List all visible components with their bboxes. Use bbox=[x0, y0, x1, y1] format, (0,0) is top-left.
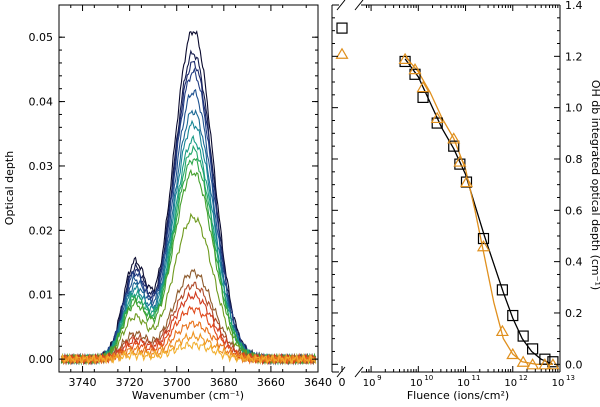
y-tick-label: 0.8 bbox=[565, 153, 583, 166]
x-tick-exponent: 9 bbox=[377, 374, 381, 382]
x-tick-label: 3700 bbox=[163, 376, 191, 389]
triangle-marker bbox=[416, 80, 430, 93]
y-tick-label: 1.4 bbox=[565, 0, 583, 12]
axis-break-mark bbox=[336, 0, 346, 11]
axis-break-mark bbox=[336, 366, 346, 378]
square-marker bbox=[477, 232, 490, 245]
x-tick-label-zero: 0 bbox=[339, 376, 346, 389]
triangle-marker bbox=[453, 155, 467, 167]
x-tick-label: 3740 bbox=[69, 376, 97, 389]
spectra-lines bbox=[60, 30, 317, 366]
left-x-axis-label: Wavenumber (cm⁻¹) bbox=[132, 389, 244, 402]
axis-break-mark bbox=[354, 0, 364, 11]
x-tick-label: 3680 bbox=[210, 376, 238, 389]
right-y-axis-label: OH db integrated optical depth (cm⁻¹) bbox=[589, 80, 600, 290]
spectrum-line bbox=[60, 268, 317, 366]
square-marker bbox=[336, 22, 348, 34]
x-tick-label: 3660 bbox=[257, 376, 285, 389]
square-marker bbox=[527, 343, 539, 355]
y-tick-label: 0.04 bbox=[29, 96, 54, 109]
y-tick-label: 1.0 bbox=[565, 102, 583, 115]
triangle-marker bbox=[476, 240, 491, 252]
triangle-marker bbox=[538, 358, 552, 370]
left-y-ticks: 0.00 0.01 0.02 0.03 0.04 0.05 bbox=[29, 31, 318, 366]
square-marker bbox=[399, 55, 411, 68]
y-tick-label: 1.2 bbox=[565, 50, 583, 63]
x-tick-exponent: 12 bbox=[519, 374, 528, 382]
spectrum-line bbox=[60, 134, 317, 366]
left-x-ticks: 3740 3720 3700 3680 3660 3640 bbox=[69, 5, 332, 389]
spectrum-line bbox=[60, 60, 316, 366]
x-tick-label: 3640 bbox=[304, 376, 332, 389]
square-marker bbox=[517, 330, 529, 342]
triangle-marker bbox=[495, 324, 509, 337]
y-tick-label: 0.02 bbox=[29, 224, 54, 237]
y-tick-label: 0.05 bbox=[29, 31, 54, 44]
x-tick-exponent: 13 bbox=[566, 374, 575, 382]
y-tick-label: 0.0 bbox=[565, 358, 583, 371]
square-marker bbox=[448, 140, 460, 152]
spectrum-line bbox=[60, 341, 317, 365]
triangle-marker bbox=[459, 175, 474, 188]
triangle-marker bbox=[526, 358, 540, 370]
x-tick-label: 3720 bbox=[116, 376, 144, 389]
triangle-marker bbox=[398, 52, 412, 64]
x-tick-label: 10 bbox=[363, 378, 376, 389]
triangle-marker bbox=[506, 347, 520, 360]
fluence-data bbox=[335, 22, 560, 370]
left-y-axis-label: Optical depth bbox=[3, 151, 16, 225]
x-tick-label: 10 bbox=[457, 378, 470, 389]
spectrum-line bbox=[60, 144, 317, 366]
square-marker bbox=[496, 284, 508, 296]
square-marker bbox=[539, 353, 551, 365]
triangle-marker bbox=[430, 111, 444, 124]
right-x-ticks: 0 10 9 10 10 10 11 10 12 10 13 bbox=[339, 5, 575, 389]
right-y-ticks: 0.0 0.2 0.4 0.6 0.8 1.0 1.2 1.4 bbox=[332, 0, 583, 371]
spectrum-line bbox=[60, 157, 317, 366]
fit-curve bbox=[404, 58, 554, 365]
triangle-marker bbox=[408, 62, 422, 75]
square-marker bbox=[507, 309, 519, 322]
triangle-marker bbox=[447, 132, 461, 144]
x-tick-exponent: 11 bbox=[472, 374, 481, 382]
square-marker bbox=[417, 91, 429, 103]
left-panel: 3740 3720 3700 3680 3660 3640 0.000.010.020.0… bbox=[3, 4, 332, 402]
square-marker bbox=[431, 117, 443, 129]
triangle-marker bbox=[335, 47, 349, 59]
right-plot-frame bbox=[331, 0, 561, 378]
x-tick-exponent: 10 bbox=[424, 374, 433, 382]
triangle-marker bbox=[516, 355, 530, 367]
spectrum-line bbox=[60, 67, 317, 366]
axis-break-mark bbox=[354, 366, 364, 378]
x-tick-label: 10 bbox=[552, 378, 565, 389]
x-tick-label: 10 bbox=[504, 378, 517, 389]
y-tick-label: 0.01 bbox=[29, 289, 54, 302]
spectrum-line bbox=[60, 30, 317, 366]
spectrum-line bbox=[60, 168, 317, 366]
right-x-axis-label: Fluence (ions/cm²) bbox=[407, 389, 509, 402]
y-tick-label: 0.6 bbox=[565, 204, 583, 217]
y-tick-label: 0.2 bbox=[565, 307, 583, 320]
square-marker bbox=[547, 356, 559, 368]
left-plot-frame bbox=[58, 4, 319, 373]
square-marker bbox=[409, 68, 421, 80]
y-tick-label: 0.4 bbox=[565, 256, 583, 269]
y-tick-label: 0.00 bbox=[29, 353, 54, 366]
y-tick-label: 0.03 bbox=[29, 160, 54, 173]
x-tick-label: 10 bbox=[410, 378, 423, 389]
right-panel: 0 10 9 10 10 10 11 10 12 10 13 0.00.20.40.60.81.01… bbox=[331, 0, 600, 402]
